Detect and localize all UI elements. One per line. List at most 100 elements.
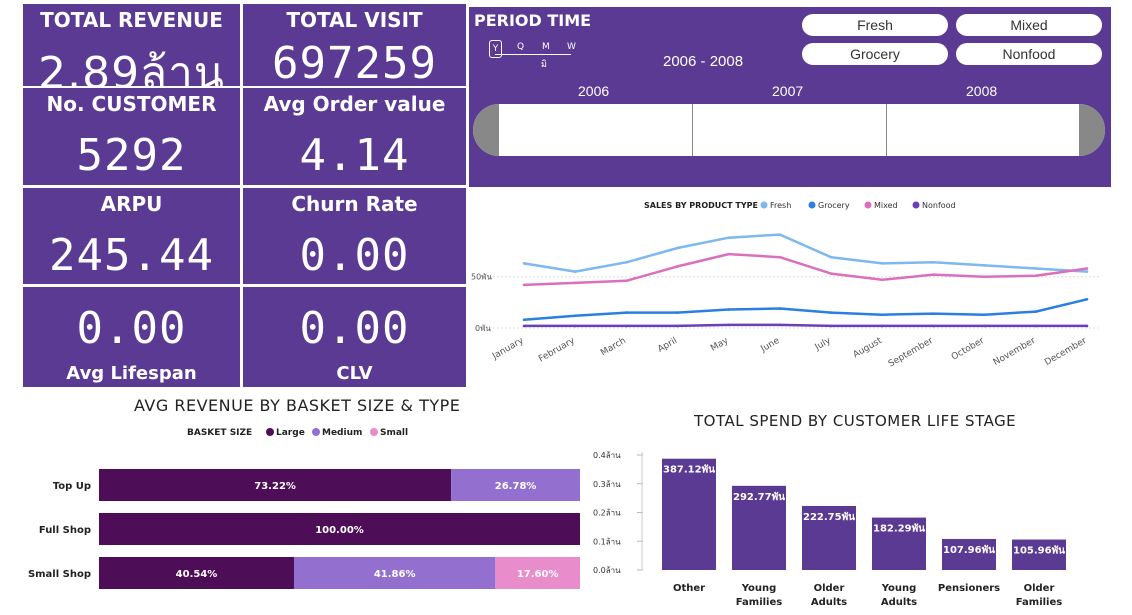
data-point-grocery	[676, 311, 679, 314]
y-tick-label: 0.1ล้าน	[593, 537, 621, 546]
lifestage-data-label: 292.77พัน	[733, 491, 785, 503]
data-point-nonfood	[727, 323, 731, 327]
period-time-panel: PERIOD TIME Y Q M W มิ 2006 - 2008 Fresh…	[469, 7, 1111, 187]
kpi-churn-rate: Churn Rate 0.00	[243, 188, 466, 284]
data-point-mixed	[932, 273, 935, 276]
filter-mixed[interactable]: Mixed	[956, 14, 1102, 36]
data-point-nonfood	[829, 324, 833, 328]
period-range: 2006 - 2008	[663, 53, 744, 70]
basket-category-label: Small Shop	[28, 569, 91, 580]
x-tick-label: October	[950, 336, 986, 363]
legend-marker-grocery	[808, 201, 816, 209]
legend-marker-nonfood	[912, 201, 920, 209]
granularity-quarter[interactable]: Q	[517, 42, 525, 52]
data-point-fresh	[778, 233, 782, 236]
basket-data-label: 100.00%	[315, 525, 364, 536]
kpi-value: 0.00	[299, 230, 410, 281]
data-point-fresh	[1085, 270, 1089, 273]
data-point-mixed	[983, 275, 986, 278]
y-tick-label: 50พัน	[471, 273, 492, 282]
lifestage-bar	[1012, 539, 1066, 570]
series-line-nonfood	[524, 323, 1087, 328]
data-point-mixed	[829, 272, 833, 275]
series-line-mixed	[523, 252, 1088, 287]
timeline-right-handle[interactable]	[1079, 104, 1105, 156]
lifestage-bar	[732, 485, 786, 570]
data-point-grocery	[625, 311, 628, 314]
data-point-mixed	[625, 279, 628, 283]
timeline-divider	[692, 104, 693, 156]
data-point-mixed	[1085, 267, 1089, 270]
kpi-value: 697259	[272, 38, 437, 89]
data-point-grocery	[1085, 297, 1089, 301]
data-point-fresh	[932, 261, 935, 264]
granularity-selector[interactable]: Y Q M W มิ	[489, 40, 579, 70]
timeline-slider[interactable]	[473, 104, 1105, 156]
timeline-year-2006: 2006	[578, 83, 610, 99]
y-tick-label: 0.2ล้าน	[593, 509, 621, 518]
basket-bar-segment-large	[99, 513, 580, 545]
lifestage-data-label: 182.29พัน	[873, 523, 925, 535]
data-point-fresh	[522, 262, 526, 265]
timeline-left-handle[interactable]	[473, 104, 499, 156]
basket-bar-segment-large	[99, 557, 294, 589]
data-point-mixed	[676, 265, 679, 268]
timeline-year-2007: 2007	[772, 83, 804, 99]
granularity-month[interactable]: M	[542, 42, 550, 52]
basket-bar-segment-medium	[451, 469, 580, 501]
lifestage-category-label: Families	[1016, 597, 1062, 608]
line-chart-title: SALES BY PRODUCT TYPE	[644, 201, 758, 210]
lifestage-data-label: 107.96พัน	[943, 544, 995, 556]
granularity-track	[495, 54, 571, 55]
kpi-title: ARPU	[100, 192, 163, 216]
filter-nonfood[interactable]: Nonfood	[956, 43, 1102, 65]
x-tick-label: December	[1043, 336, 1089, 368]
lifestage-bar	[662, 458, 716, 570]
granularity-year[interactable]: Y	[489, 40, 502, 58]
x-tick-label: July	[813, 336, 833, 354]
data-point-mixed	[880, 278, 884, 282]
lifestage-data-label: 387.12พัน	[663, 464, 715, 476]
filter-fresh[interactable]: Fresh	[802, 14, 948, 36]
kpi-title: CLV	[336, 363, 373, 384]
data-point-nonfood	[1085, 324, 1089, 328]
kpi-arpu: ARPU 245.44	[23, 188, 240, 284]
kpi-title: No. CUSTOMER	[46, 92, 217, 116]
basket-category-label: Top Up	[53, 481, 91, 492]
lifestage-category-label: Other	[673, 583, 705, 594]
lifestage-category-label: Pensioners	[938, 583, 1000, 594]
data-point-nonfood	[625, 324, 628, 328]
total-spend-lifestage-chart: 0.0ล้าน 0.1ล้าน 0.2ล้าน 0.3ล้าน 0.4ล้าน 387.…	[593, 451, 1066, 608]
legend-label-nonfood: Nonfood	[922, 201, 956, 210]
y-tick-label: 0.0ล้าน	[593, 566, 621, 575]
data-point-nonfood	[1034, 324, 1038, 328]
lifestage-bar	[802, 505, 856, 570]
legend-label-small: Small	[380, 428, 408, 438]
kpi-title: Churn Rate	[291, 192, 418, 216]
lifestage-bar	[872, 517, 926, 570]
legend-label-grocery: Grocery	[818, 201, 850, 210]
legend-marker-large	[266, 428, 274, 436]
legend-marker-small	[370, 428, 378, 436]
kpi-title: Avg Lifespan	[66, 363, 197, 384]
filter-grocery[interactable]: Grocery	[802, 43, 948, 65]
y-tick-label: 0.4ล้าน	[593, 451, 621, 460]
kpi-value: 5292	[76, 130, 187, 181]
lifestage-category-label: Adults	[811, 597, 847, 608]
lifestage-data-label: 105.96พัน	[1013, 545, 1065, 557]
lifestage-data-label: 222.75พัน	[803, 511, 855, 523]
x-tick-label: January	[490, 336, 526, 363]
data-point-nonfood	[778, 323, 782, 327]
avg-revenue-basket-chart: BASKET SIZE Large Medium Small Top Up 73.22%…	[28, 428, 580, 589]
x-tick-label: November	[992, 336, 1038, 368]
granularity-week[interactable]: W	[567, 42, 576, 52]
legend-marker-medium	[312, 428, 320, 436]
kpi-avg-lifespan: 0.00 Avg Lifespan	[23, 287, 240, 387]
data-point-mixed	[573, 281, 577, 285]
kpi-no-customer: No. CUSTOMER 5292	[23, 88, 240, 185]
kpi-total-revenue: TOTAL REVENUE 2.89ล้าน	[23, 4, 240, 99]
basket-data-label: 41.86%	[374, 569, 416, 580]
data-point-nonfood	[676, 324, 679, 328]
x-tick-label: August	[851, 336, 884, 361]
x-tick-label: April	[656, 336, 679, 355]
